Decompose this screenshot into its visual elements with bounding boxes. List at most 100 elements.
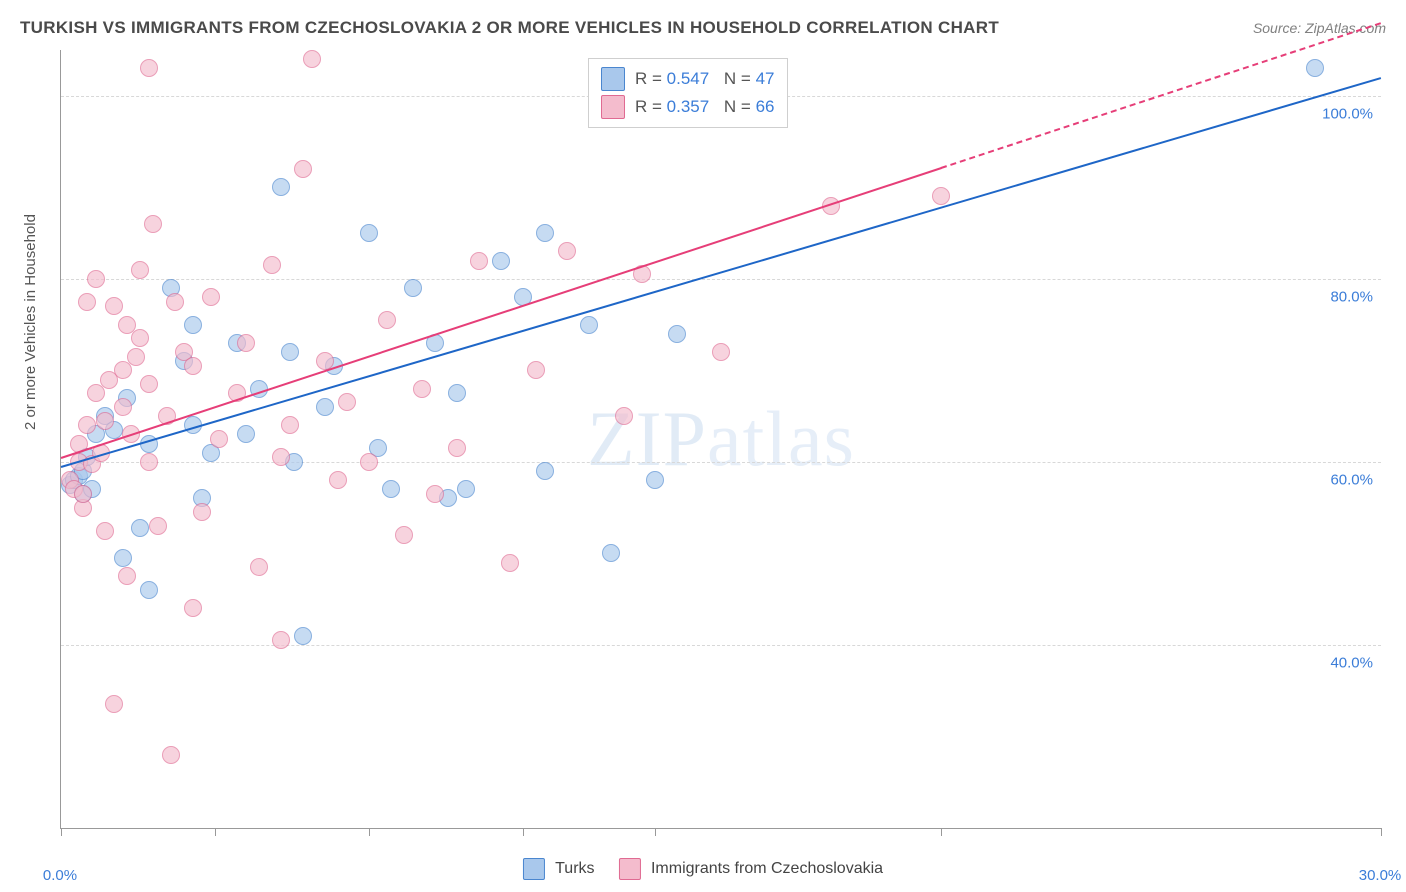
data-point: [281, 416, 299, 434]
data-point: [338, 393, 356, 411]
data-point: [536, 224, 554, 242]
x-tick: [215, 828, 216, 836]
y-tick-label: 60.0%: [1330, 471, 1373, 488]
data-point: [184, 599, 202, 617]
chart-container: TURKISH VS IMMIGRANTS FROM CZECHOSLOVAKI…: [0, 0, 1406, 892]
data-point: [360, 224, 378, 242]
data-point: [118, 567, 136, 585]
data-point: [114, 549, 132, 567]
data-point: [932, 187, 950, 205]
legend-swatch-icon: [523, 858, 545, 880]
data-point: [144, 215, 162, 233]
title-bar: TURKISH VS IMMIGRANTS FROM CZECHOSLOVAKI…: [20, 18, 1386, 38]
legend-item-czech: Immigrants from Czechoslovakia: [619, 858, 884, 880]
plot-area: ZIPatlas 40.0%60.0%80.0%100.0%: [60, 50, 1381, 829]
stats-row: R = 0.547 N = 47: [601, 65, 775, 93]
data-point: [140, 375, 158, 393]
x-tick: [369, 828, 370, 836]
data-point: [210, 430, 228, 448]
data-point: [140, 581, 158, 599]
data-point: [272, 631, 290, 649]
data-point: [413, 380, 431, 398]
data-point: [193, 503, 211, 521]
data-point: [646, 471, 664, 489]
data-point: [492, 252, 510, 270]
x-tick-label: 0.0%: [43, 867, 77, 884]
data-point: [184, 357, 202, 375]
legend-item-turks: Turks: [523, 858, 595, 880]
data-point: [668, 325, 686, 343]
data-point: [114, 398, 132, 416]
data-point: [448, 439, 466, 457]
data-point: [404, 279, 422, 297]
data-point: [149, 517, 167, 535]
x-tick: [523, 828, 524, 836]
data-point: [426, 485, 444, 503]
trendline: [61, 77, 1382, 468]
stats-legend: R = 0.547 N = 47R = 0.357 N = 66: [588, 58, 788, 128]
data-point: [114, 361, 132, 379]
data-point: [712, 343, 730, 361]
data-point: [78, 293, 96, 311]
data-point: [140, 453, 158, 471]
x-tick: [941, 828, 942, 836]
data-point: [303, 50, 321, 68]
data-point: [263, 256, 281, 274]
gridline: [61, 279, 1381, 280]
data-point: [96, 522, 114, 540]
data-point: [74, 485, 92, 503]
data-point: [536, 462, 554, 480]
data-point: [294, 160, 312, 178]
y-tick-label: 80.0%: [1330, 288, 1373, 305]
gridline: [61, 645, 1381, 646]
data-point: [272, 178, 290, 196]
legend-swatch-icon: [601, 67, 625, 91]
data-point: [558, 242, 576, 260]
data-point: [237, 425, 255, 443]
data-point: [184, 316, 202, 334]
series-legend: Turks Immigrants from Czechoslovakia: [523, 858, 883, 880]
data-point: [378, 311, 396, 329]
chart-title: TURKISH VS IMMIGRANTS FROM CZECHOSLOVAKI…: [20, 18, 999, 38]
data-point: [105, 297, 123, 315]
data-point: [294, 627, 312, 645]
data-point: [131, 261, 149, 279]
data-point: [448, 384, 466, 402]
y-tick-label: 40.0%: [1330, 654, 1373, 671]
data-point: [272, 448, 290, 466]
data-point: [615, 407, 633, 425]
data-point: [105, 695, 123, 713]
data-point: [360, 453, 378, 471]
gridline: [61, 462, 1381, 463]
data-point: [78, 416, 96, 434]
data-point: [87, 384, 105, 402]
x-tick: [61, 828, 62, 836]
data-point: [250, 558, 268, 576]
y-tick-label: 100.0%: [1322, 105, 1373, 122]
data-point: [87, 270, 105, 288]
legend-swatch-icon: [601, 95, 625, 119]
data-point: [580, 316, 598, 334]
data-point: [501, 554, 519, 572]
x-tick: [1381, 828, 1382, 836]
x-tick: [655, 828, 656, 836]
data-point: [470, 252, 488, 270]
x-tick-label: 30.0%: [1359, 867, 1402, 884]
data-point: [202, 288, 220, 306]
data-point: [162, 746, 180, 764]
legend-swatch-icon: [619, 858, 641, 880]
data-point: [329, 471, 347, 489]
data-point: [316, 398, 334, 416]
data-point: [166, 293, 184, 311]
data-point: [140, 59, 158, 77]
y-axis-label: 2 or more Vehicles in Household: [22, 214, 39, 430]
data-point: [237, 334, 255, 352]
data-point: [527, 361, 545, 379]
data-point: [457, 480, 475, 498]
data-point: [131, 519, 149, 537]
data-point: [395, 526, 413, 544]
data-point: [1306, 59, 1324, 77]
data-point: [127, 348, 145, 366]
data-point: [602, 544, 620, 562]
data-point: [131, 329, 149, 347]
